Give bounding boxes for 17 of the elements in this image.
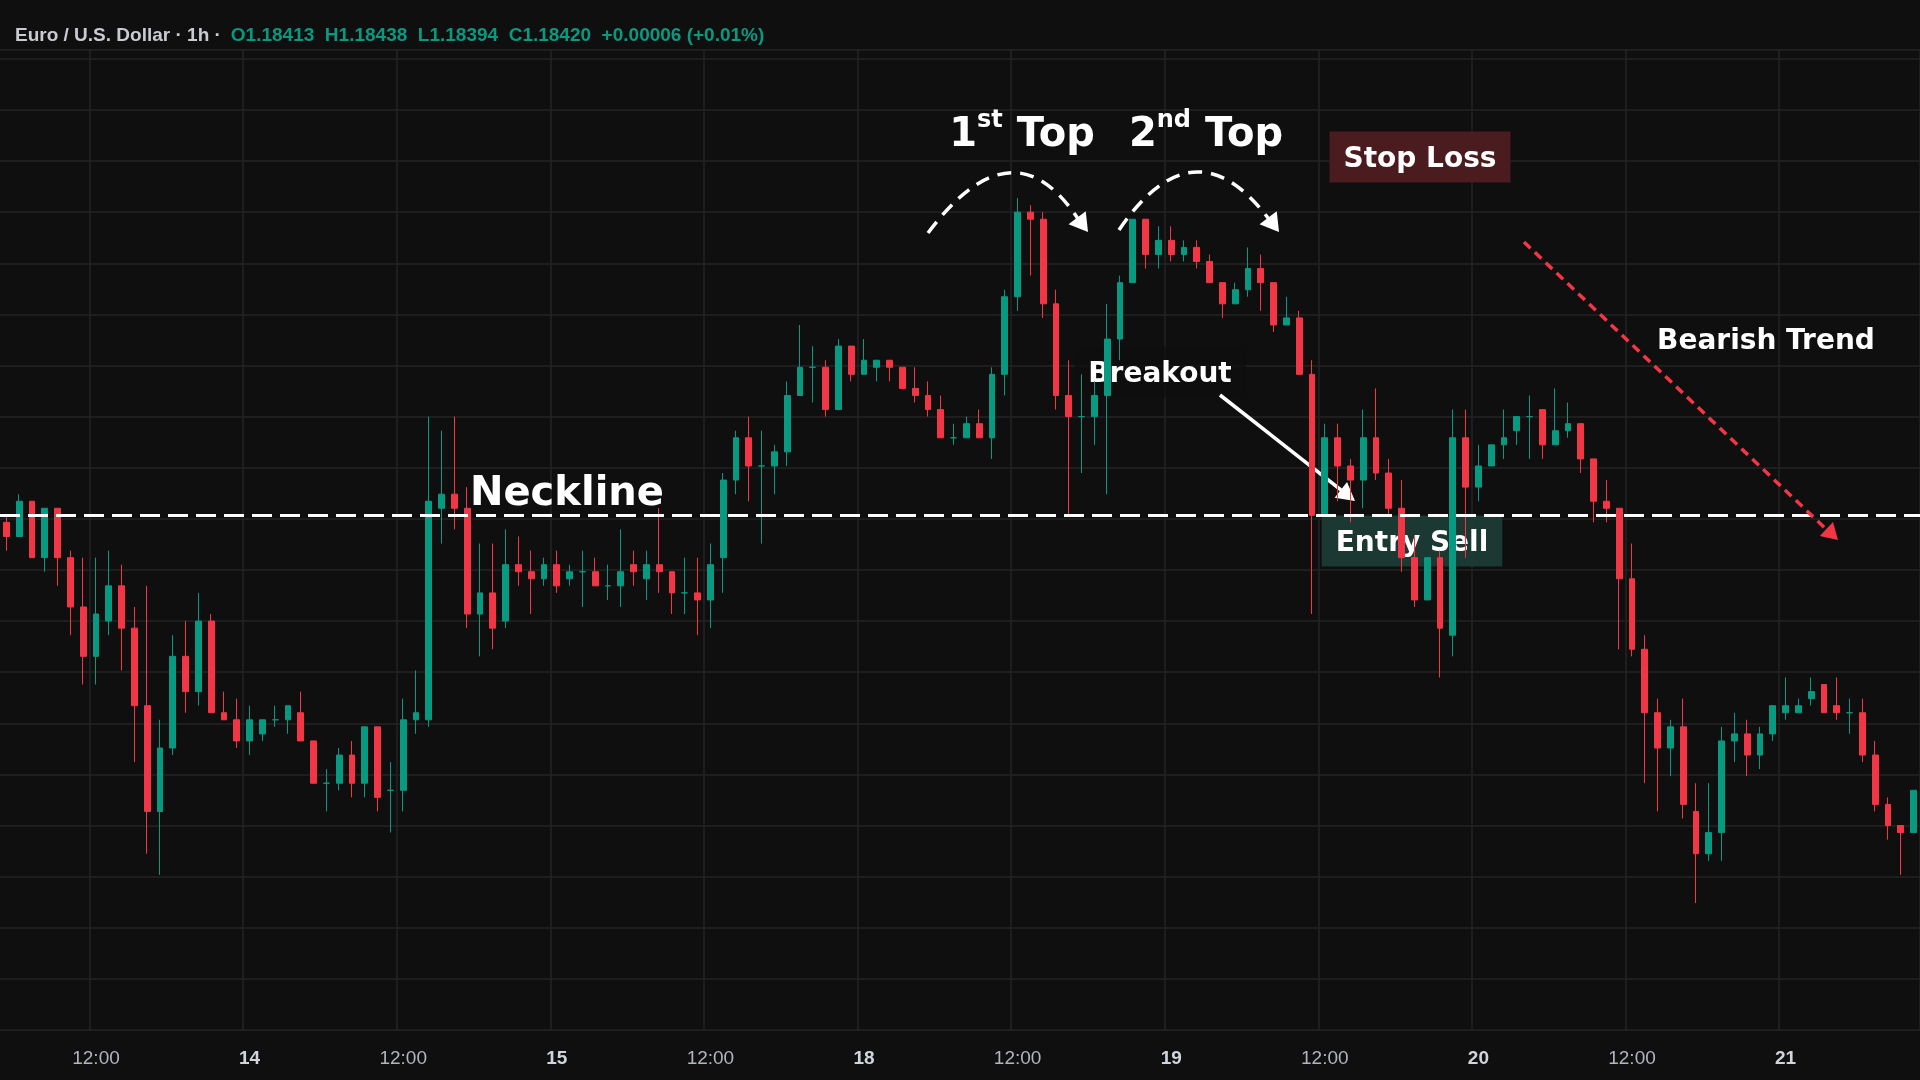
x-tick-label: 15 [546,1047,568,1068]
x-tick-label: 20 [1467,1047,1489,1068]
x-tick-label: 12:00 [686,1047,735,1068]
chart-title: Euro / U.S. Dollar · 1h · [15,24,221,45]
x-tick-label: 12:00 [72,1047,120,1068]
x-tick-label: 12:00 [993,1047,1042,1068]
text: Stop Loss [1343,140,1497,174]
ref-line-label: Neckline [470,468,664,515]
x-tick-label: 19 [1160,1047,1182,1068]
x-tick-label: 21 [1775,1047,1797,1068]
x-tick-label: 18 [853,1047,875,1068]
x-tick-label: 12:00 [1608,1047,1656,1068]
annotation: Bearish Trend [1657,322,1875,356]
x-tick-label: 12:00 [1301,1047,1349,1068]
chart-subtitle: O1.18413 H1.18438 L1.18394 C1.18420 +0.00006 (+0.01%) [230,24,765,45]
x-tick-label: 12:00 [379,1047,427,1068]
x-tick-label: 14 [239,1047,261,1068]
